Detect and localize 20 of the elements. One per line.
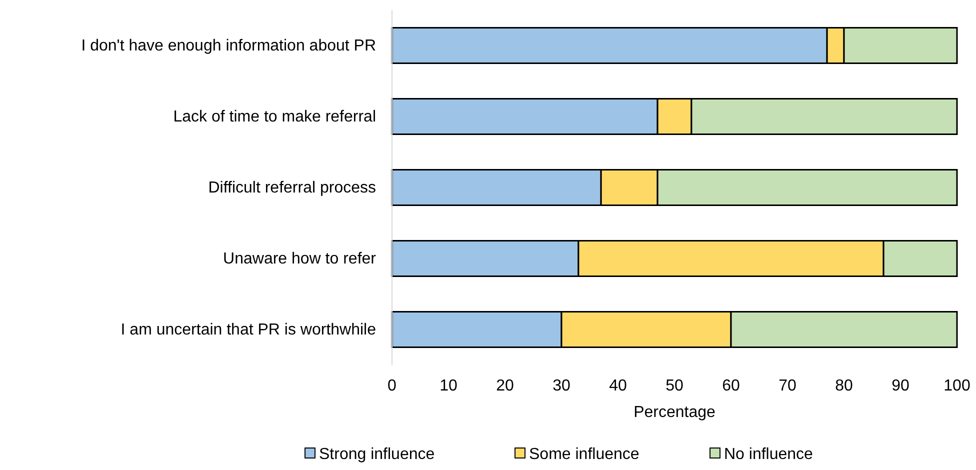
- x-tick-label: 100: [944, 377, 970, 394]
- x-tick-label: 40: [609, 377, 627, 394]
- y-tick-label: Unaware how to refer: [223, 250, 377, 268]
- y-tick-label: Difficult referral process: [208, 180, 376, 197]
- x-tick-label: 30: [552, 377, 570, 394]
- x-axis-title: Percentage: [634, 404, 716, 421]
- x-tick-label: 10: [440, 377, 458, 394]
- x-tick-label: 60: [722, 377, 740, 394]
- x-tick-label: 0: [388, 377, 397, 394]
- x-tick-label: 50: [666, 377, 684, 394]
- y-tick-label: I don't have enough information about PR: [81, 38, 376, 55]
- x-tick-label: 90: [892, 377, 910, 394]
- legend-label: Strong influence: [319, 446, 435, 463]
- x-tick-label: 70: [778, 377, 796, 394]
- x-tick-label: 20: [496, 377, 514, 394]
- y-tick-label: Lack of time to make referral: [173, 108, 376, 126]
- legend-label: Some influence: [529, 446, 640, 463]
- y-tick-label: I am uncertain that PR is worthwhile: [120, 322, 376, 339]
- legend-label: No influence: [724, 446, 814, 463]
- x-tick-label: 80: [835, 377, 853, 394]
